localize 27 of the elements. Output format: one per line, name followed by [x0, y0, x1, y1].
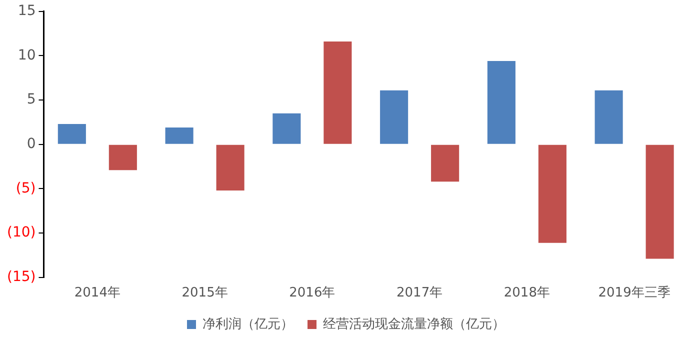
- x-tick-label: 2016年: [289, 286, 336, 301]
- legend-label: 净利润（亿元）: [202, 316, 294, 332]
- bar: [487, 61, 516, 144]
- bar: [324, 42, 352, 144]
- y-tick-label: 5: [26, 92, 36, 108]
- bar: [380, 90, 408, 144]
- bar: [272, 113, 301, 144]
- y-tick-label: (10): [6, 224, 36, 241]
- x-tick-label: 2014年: [74, 286, 120, 301]
- y-tick-label: 10: [18, 47, 36, 64]
- x-tick-label: 2015年: [182, 286, 228, 301]
- legend-label: 经营活动现金流量净额（亿元）: [323, 316, 505, 332]
- bar: [165, 128, 194, 144]
- bar: [646, 144, 674, 259]
- x-tick-label: 2017年: [396, 286, 443, 301]
- bar: [108, 144, 137, 170]
- y-tick-label: (15): [6, 269, 36, 286]
- x-tick-label: 2018年: [504, 286, 550, 301]
- y-tick-label: 15: [18, 3, 36, 20]
- bar: [431, 144, 460, 182]
- bar: [594, 90, 623, 144]
- y-tick-label: (5): [16, 180, 36, 196]
- x-tick-label: 2019年三季: [598, 286, 670, 301]
- bar: [58, 124, 86, 144]
- bar: [216, 144, 244, 191]
- y-tick-label: 0: [26, 136, 36, 152]
- bar: [538, 144, 566, 243]
